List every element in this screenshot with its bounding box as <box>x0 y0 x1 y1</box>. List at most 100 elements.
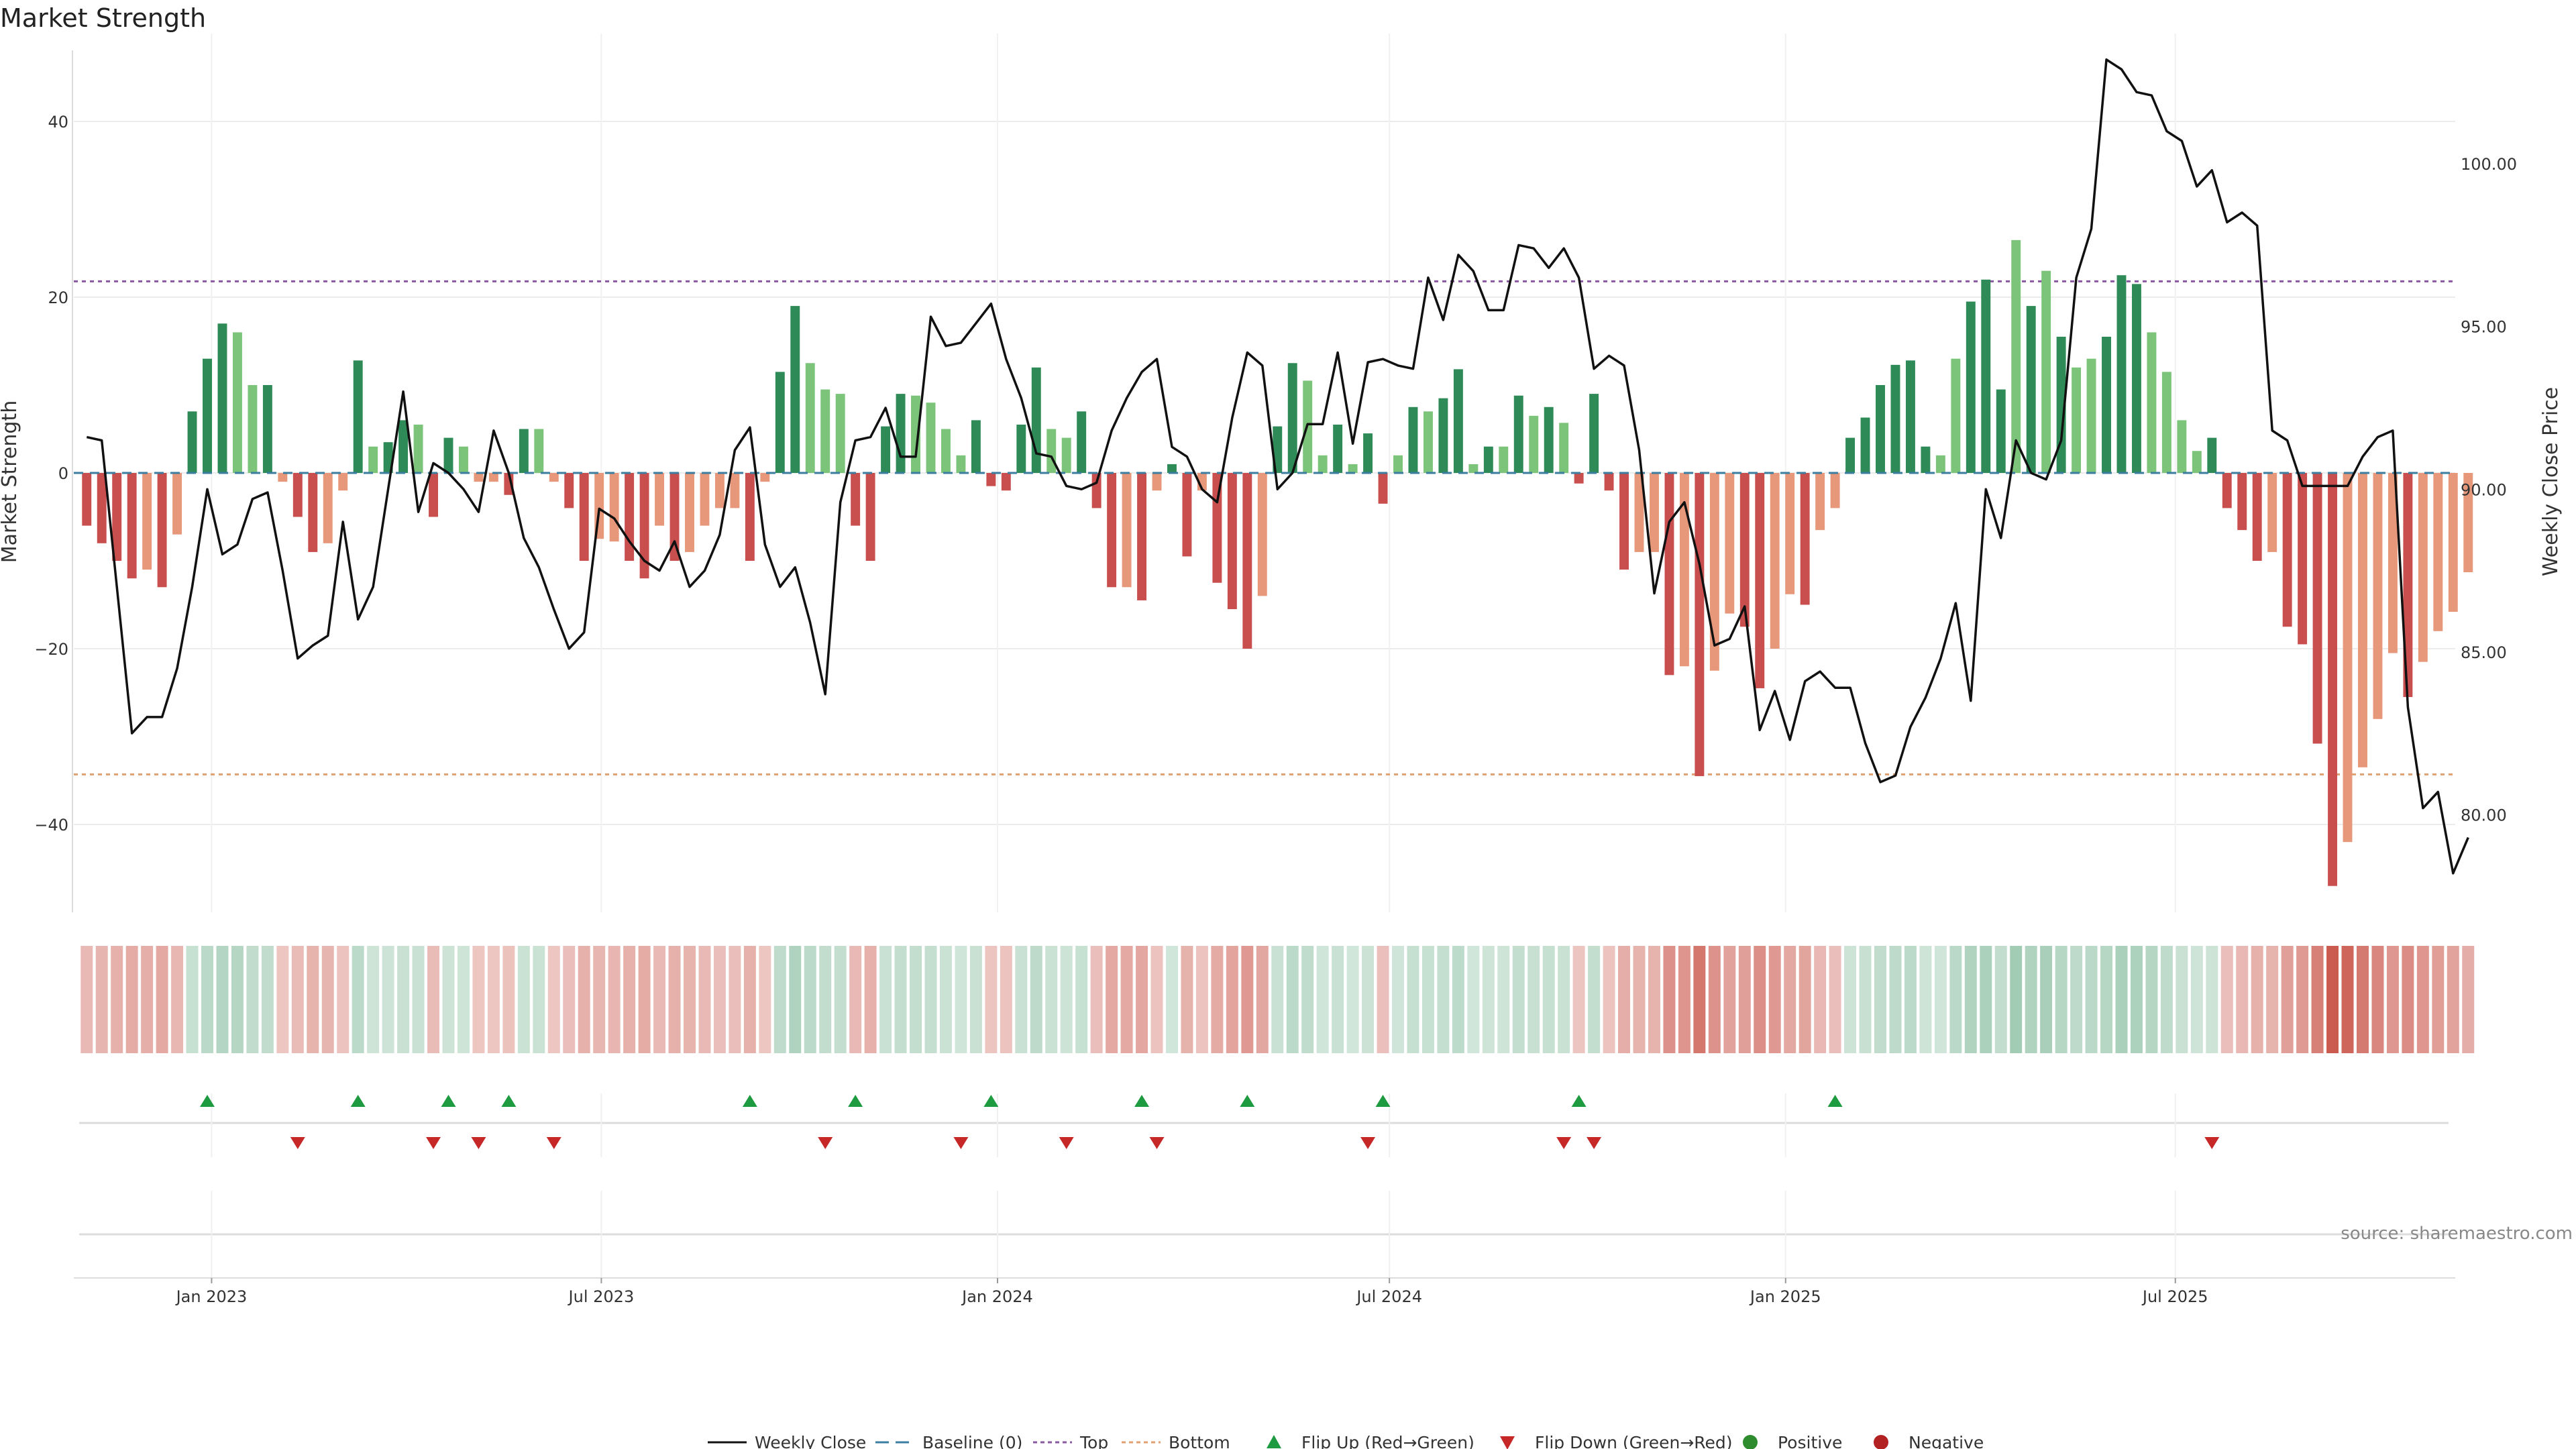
strength-bar <box>1981 279 1991 473</box>
strength-bar <box>368 446 378 473</box>
strength-bar <box>1077 411 1087 473</box>
legend-label: Weekly Close <box>755 1433 866 1449</box>
strength-bar <box>1559 423 1569 473</box>
strength-bar <box>1227 473 1237 610</box>
strength-bar <box>2343 473 2353 843</box>
heat-cell <box>2055 946 2068 1053</box>
heat-cell <box>1874 946 1886 1053</box>
strength-bar <box>1453 369 1463 473</box>
strength-bar <box>1650 473 1659 552</box>
strength-bar <box>790 306 800 473</box>
heat-cell <box>1784 946 1796 1053</box>
legend-label: Flip Up (Red→Green) <box>1301 1433 1474 1449</box>
heat-cell <box>472 946 485 1053</box>
legend-swatch-flip-down <box>1500 1436 1515 1449</box>
heat-cell <box>924 946 937 1053</box>
strength-bar <box>519 429 529 473</box>
heat-cell <box>517 946 530 1053</box>
strength-bar <box>278 473 288 482</box>
heat-cell <box>1603 946 1615 1053</box>
strength-bar <box>2328 473 2338 886</box>
heat-cell <box>593 946 606 1053</box>
heat-cell <box>623 946 636 1053</box>
y-axis-label: Market Strength <box>0 400 21 563</box>
strength-bar <box>1770 473 1780 649</box>
flip-markers-panel <box>79 1093 2449 1278</box>
strength-bar <box>655 473 665 526</box>
heat-cell <box>367 946 380 1053</box>
strength-bar <box>1815 473 1825 531</box>
strength-bar <box>1634 473 1644 552</box>
heat-cell <box>578 946 590 1053</box>
strength-bar <box>1031 367 1041 473</box>
strength-bar <box>2056 336 2066 473</box>
heat-cell <box>547 946 560 1053</box>
heat-cell <box>1301 946 1314 1053</box>
strength-bar <box>2387 473 2398 653</box>
date-tick-label: Jul 2024 <box>1355 1287 1422 1306</box>
heat-cell <box>1467 946 1480 1053</box>
heat-cell <box>1497 946 1510 1053</box>
strength-bar <box>459 446 468 473</box>
heat-cell <box>1181 946 1193 1053</box>
y-tick-label: 20 <box>48 288 68 307</box>
heat-cell <box>1542 946 1555 1053</box>
strength-bar <box>1529 415 1539 473</box>
heat-cell <box>502 946 515 1053</box>
strength-bar <box>443 437 453 473</box>
strength-bar <box>398 420 409 473</box>
heat-cell <box>352 946 364 1053</box>
strength-bar <box>941 429 951 473</box>
flip-up-marker <box>848 1095 863 1107</box>
strength-bar <box>217 323 227 473</box>
heat-cell <box>789 946 802 1053</box>
flip-down-marker <box>818 1137 833 1149</box>
legend-label: Flip Down (Green→Red) <box>1535 1433 1733 1449</box>
weekly-close-line-group <box>86 58 2469 875</box>
strength-bar <box>1589 394 1599 473</box>
strength-bar <box>2358 473 2367 767</box>
strength-bar <box>896 394 906 473</box>
heat-cell <box>1738 946 1751 1053</box>
heat-cell <box>804 946 816 1053</box>
heat-cell <box>1799 946 1811 1053</box>
strength-bar <box>2116 275 2127 473</box>
flip-up-marker <box>742 1095 757 1107</box>
heat-cell <box>1934 946 1947 1053</box>
strength-bars <box>74 239 2473 886</box>
heat-cell <box>1226 946 1238 1053</box>
strength-bar <box>1785 473 1795 594</box>
heat-cell <box>955 946 967 1053</box>
strength-bar <box>1378 473 1388 504</box>
strength-bar <box>2373 473 2383 719</box>
heat-cell <box>1000 946 1012 1053</box>
flip-up-marker <box>983 1095 999 1107</box>
strength-bar <box>835 394 845 473</box>
heat-cell <box>1919 946 1932 1053</box>
chart-title: Market Strength <box>0 3 206 33</box>
y2-tick-label: 95.00 <box>2461 318 2507 337</box>
strength-bar <box>474 473 484 482</box>
heat-cell <box>2266 946 2279 1053</box>
strength-bar <box>1091 473 1102 508</box>
date-tick-label: Jan 2024 <box>961 1287 1033 1306</box>
date-tick-label: Jan 2023 <box>175 1287 248 1306</box>
y-tick-label: 40 <box>48 113 68 131</box>
heat-cell <box>1980 946 1992 1053</box>
strength-bar <box>323 473 333 543</box>
heat-cell <box>201 946 213 1053</box>
heat-cell <box>487 946 500 1053</box>
strength-bar <box>1122 473 1132 588</box>
heat-cell <box>1648 946 1660 1053</box>
flip-up-marker <box>501 1095 517 1107</box>
heat-cell <box>653 946 666 1053</box>
legend-swatch-flip-up <box>1267 1435 1281 1448</box>
heat-cell <box>1618 946 1631 1053</box>
strength-bar <box>1679 473 1689 667</box>
strength-bar <box>1574 473 1584 484</box>
strength-bar <box>2252 473 2262 561</box>
strength-bar <box>2072 367 2082 473</box>
strength-bar <box>353 360 363 473</box>
flip-up-marker <box>200 1095 215 1107</box>
strength-bar <box>609 473 619 542</box>
